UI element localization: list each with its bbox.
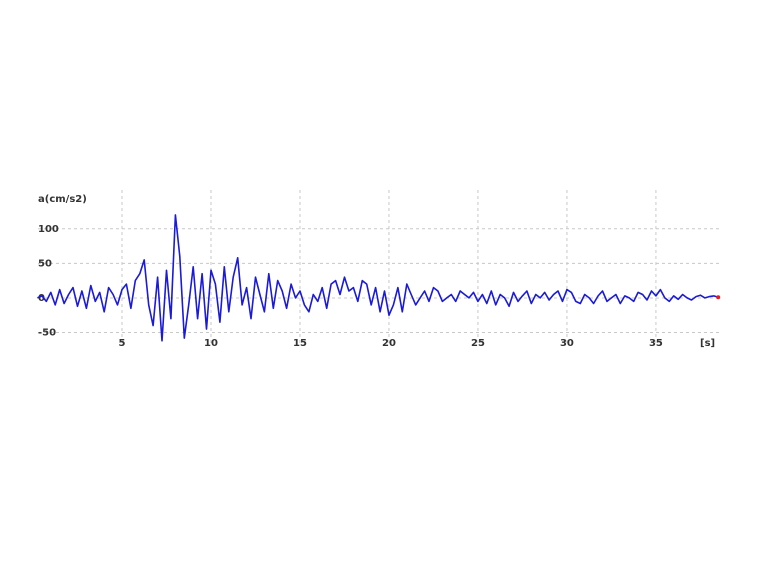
x-tick-label: 15	[293, 338, 307, 349]
waveform	[37, 214, 719, 342]
x-axis-label: [s]	[700, 338, 715, 349]
x-tick-label: 20	[382, 338, 396, 349]
end-marker	[716, 295, 721, 300]
x-tick-label: 30	[560, 338, 574, 349]
y-tick-label: 0	[38, 293, 45, 304]
x-tick-label: 35	[649, 338, 663, 349]
y-tick-label: 50	[38, 258, 52, 269]
x-tick-label: 10	[204, 338, 218, 349]
y-tick-label: 100	[38, 224, 59, 235]
x-tick-label: 5	[119, 338, 126, 349]
x-tick-label: 25	[471, 338, 485, 349]
y-axis-label: a(cm/s2)	[38, 194, 87, 205]
y-tick-label: -50	[38, 328, 56, 339]
